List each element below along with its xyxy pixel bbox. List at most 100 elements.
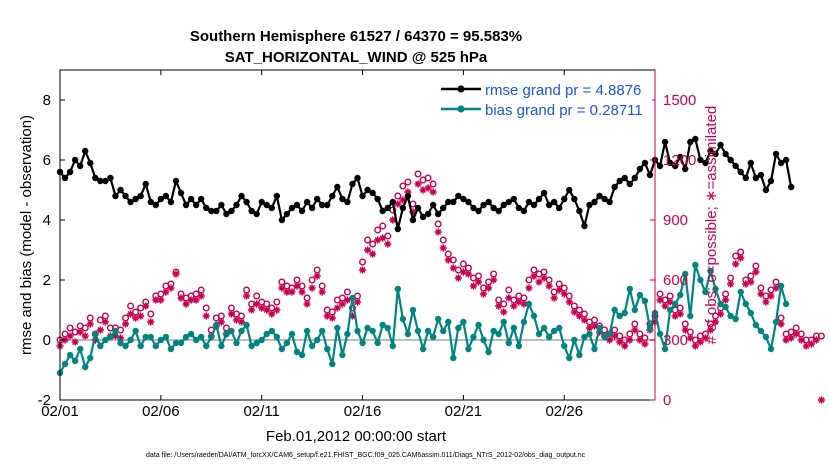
bias-point — [596, 324, 603, 332]
bias-point — [535, 330, 543, 338]
rmse-point — [576, 207, 583, 215]
possible-obs-marker — [273, 298, 281, 306]
possible-obs-marker — [656, 290, 664, 298]
rmse-point — [596, 192, 603, 200]
rmse-point — [762, 186, 770, 194]
rmse-point — [172, 177, 180, 185]
bias-point — [566, 354, 573, 362]
bias-point — [162, 333, 170, 341]
y-axis-left-label: rmse and bias (model - observation) — [18, 115, 35, 355]
rmse-point — [258, 198, 265, 206]
bias-point — [561, 342, 568, 350]
legend-rmse-label: rmse grand pr = 4.8876 — [485, 82, 641, 99]
assimilated-obs-marker — [469, 282, 478, 290]
rmse-point — [203, 204, 210, 212]
y-left-tick-label: -2 — [38, 392, 51, 409]
rmse-point — [722, 150, 729, 158]
rmse-series — [56, 135, 795, 233]
bias-point — [515, 342, 523, 350]
rmse-point — [364, 186, 371, 194]
rmse-point — [92, 174, 99, 182]
rmse-point — [61, 174, 69, 182]
assimilated-obs-marker — [333, 304, 341, 312]
assimilated-obs-marker — [197, 292, 205, 300]
assimilated-obs-marker — [318, 288, 326, 296]
assimilated-obs-marker — [101, 318, 109, 326]
bias-point — [298, 351, 306, 359]
rmse-point — [112, 192, 119, 200]
rmse-point — [122, 192, 129, 200]
rmse-point — [152, 201, 160, 209]
possible-obs-marker — [374, 226, 382, 234]
rmse-point — [197, 195, 205, 203]
bias-point — [107, 333, 114, 341]
bias-point — [429, 333, 437, 341]
assimilated-obs-marker — [742, 280, 750, 288]
bias-point — [87, 354, 94, 362]
assimilated-obs-marker — [379, 234, 387, 242]
assimilated-obs-marker — [338, 300, 346, 308]
rmse-point — [404, 192, 412, 200]
bias-point — [76, 345, 84, 353]
assimilated-obs-marker — [505, 294, 513, 302]
rmse-point — [344, 198, 351, 206]
assimilated-obs-marker — [530, 272, 538, 280]
rmse-point — [591, 198, 598, 206]
assimilated-obs-marker — [732, 260, 740, 268]
rmse-point — [520, 207, 528, 215]
rmse-point — [545, 201, 553, 209]
bias-point — [132, 327, 139, 335]
rmse-point — [581, 222, 588, 230]
assimilated-obs-marker — [81, 332, 89, 340]
legend: rmse grand pr = 4.8876 bias grand pr = 0… — [437, 77, 652, 119]
rmse-point — [369, 189, 376, 197]
rmse-point — [117, 186, 124, 194]
assimilated-obs-marker — [358, 266, 367, 274]
bias-point — [324, 345, 331, 353]
bias-point — [586, 330, 593, 338]
rmse-point — [313, 195, 321, 203]
assimilated-obs-marker — [459, 268, 467, 276]
rmse-point — [339, 195, 346, 203]
assimilated-obs-marker — [374, 236, 382, 244]
rmse-point — [702, 159, 709, 167]
bias-point — [157, 336, 165, 344]
assimilated-obs-marker — [621, 342, 629, 350]
assimilated-obs-marker — [217, 318, 225, 326]
bias-point — [127, 336, 134, 344]
assimilated-obs-marker — [192, 296, 200, 304]
y-right-tick-label: 0 — [663, 392, 671, 409]
rmse-point — [278, 216, 286, 224]
bias-point — [540, 324, 548, 332]
possible-obs-marker — [459, 260, 467, 268]
possible-obs-marker — [394, 192, 402, 200]
y-right-tick-label: 900 — [663, 212, 688, 229]
assimilated-obs-marker — [490, 276, 498, 284]
bias-point — [172, 339, 180, 347]
assimilated-obs-marker — [283, 288, 291, 296]
y-left-tick-label: 6 — [43, 152, 51, 169]
assimilated-obs-marker — [681, 326, 689, 334]
assimilated-obs-marker — [293, 282, 301, 290]
rmse-point — [263, 201, 270, 209]
possible-obs-marker — [434, 220, 442, 228]
x-tick-label: 02/16 — [344, 403, 382, 420]
bias-point — [349, 294, 356, 302]
bias-point — [576, 351, 583, 359]
rmse-point — [530, 201, 538, 209]
x-axis: 02/01 02/06 02/11 02/16 02/21 02/26 — [41, 70, 583, 420]
rmse-point — [142, 180, 149, 188]
rmse-point — [586, 201, 593, 209]
possible-obs-marker — [343, 288, 351, 296]
bias-point — [303, 327, 311, 335]
x-tick-label: 02/26 — [545, 403, 583, 420]
y-left-tick-label: 2 — [43, 272, 51, 289]
bias-point — [218, 342, 225, 350]
bias-point — [238, 327, 245, 335]
assimilated-obs-marker — [76, 328, 84, 336]
rmse-point — [167, 198, 175, 206]
assimilated-obs-marker — [182, 300, 190, 308]
bias-point — [268, 327, 275, 335]
assimilated-obs-marker — [273, 306, 281, 314]
assimilated-obs-marker — [96, 326, 104, 334]
